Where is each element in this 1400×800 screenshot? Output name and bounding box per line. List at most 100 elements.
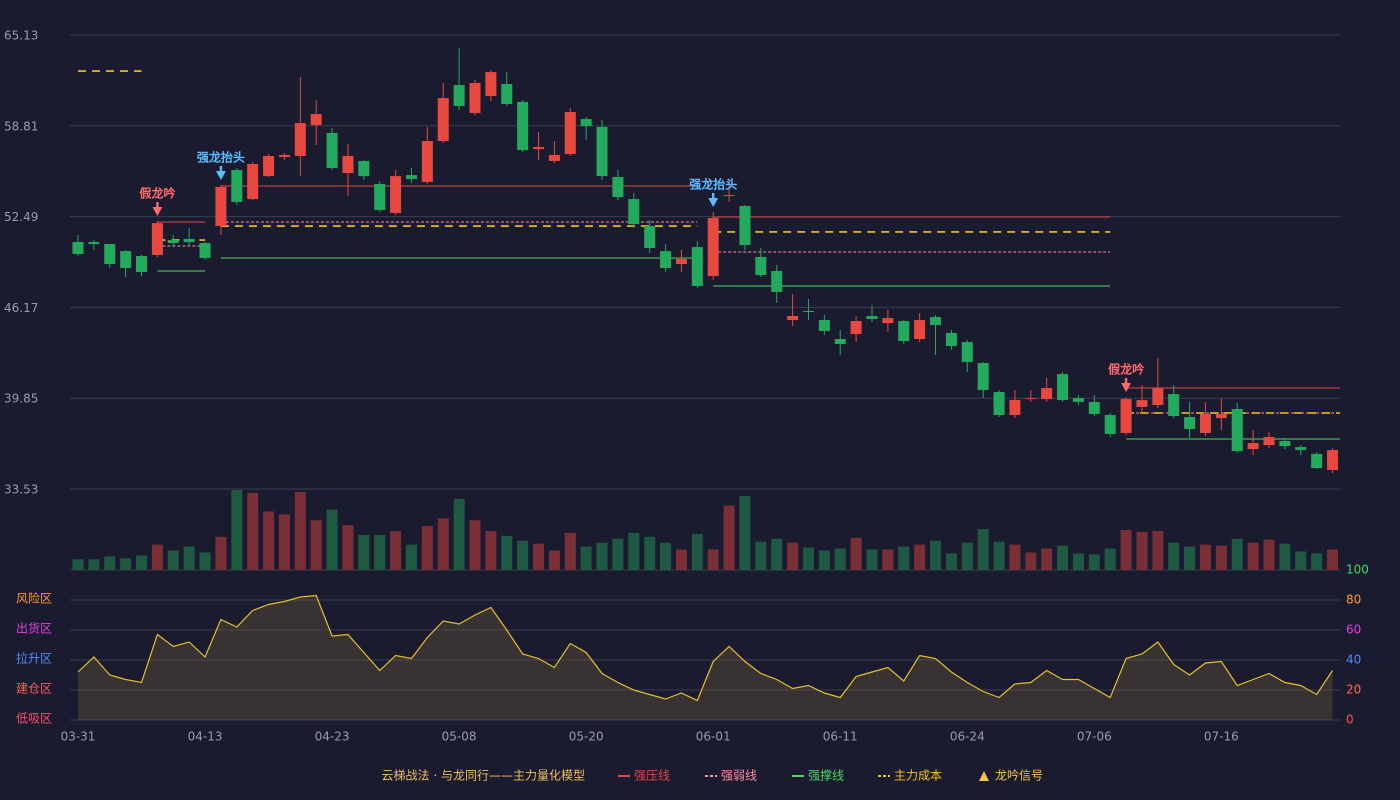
- volume-bar: [358, 534, 370, 570]
- zone-label: 建仓区: [16, 682, 52, 696]
- candle-body: [1057, 374, 1069, 401]
- volume-bar: [1311, 553, 1323, 570]
- x-tick-label: 06-24: [950, 730, 985, 744]
- volume-bar: [818, 550, 830, 570]
- volume-bar: [977, 529, 989, 570]
- legend-label: 强撑线: [808, 768, 844, 783]
- volume-bar: [1072, 553, 1084, 570]
- signal-arrow: [215, 165, 226, 180]
- signal-label: 假龙吟: [1108, 362, 1144, 377]
- signal-arrow: [152, 202, 163, 217]
- volume-bar: [1263, 539, 1275, 570]
- candle-body: [612, 176, 624, 198]
- volume-bar: [421, 526, 433, 570]
- candle-body: [1041, 387, 1053, 400]
- volume-bar: [1136, 531, 1148, 570]
- x-tick-label: 06-11: [823, 730, 858, 744]
- volume-bar: [1168, 542, 1180, 570]
- volume-bar: [945, 553, 957, 570]
- y-tick-label: 65.13: [4, 29, 38, 43]
- y-tick-label: 33.53: [4, 483, 38, 497]
- candle-body: [691, 247, 703, 286]
- volume-bar: [437, 518, 449, 570]
- y-tick-label: 58.81: [4, 119, 38, 133]
- candle-body: [183, 239, 195, 243]
- candle-body: [1295, 447, 1307, 451]
- candle-body: [405, 175, 417, 179]
- candle-body: [660, 251, 672, 269]
- candle-body: [342, 155, 354, 174]
- volume-bar: [310, 520, 322, 570]
- volume-bar: [1104, 548, 1116, 570]
- candle-body: [215, 187, 227, 227]
- volume-bar: [596, 542, 608, 570]
- candle-body: [104, 244, 116, 265]
- candle-body: [1231, 408, 1243, 452]
- volume-bar: [707, 549, 719, 570]
- volume-bar: [1088, 554, 1100, 570]
- candle-body: [1199, 414, 1211, 433]
- candle-body: [1247, 443, 1259, 450]
- legend-label: 主力成本: [894, 769, 942, 783]
- candle-body: [787, 316, 799, 321]
- x-tick-label: 03-31: [61, 730, 96, 744]
- volume-bar: [1120, 530, 1132, 570]
- volume-bar: [517, 540, 529, 570]
- volume-bar: [834, 548, 846, 570]
- volume-bar: [342, 525, 354, 570]
- volume-bar: [771, 538, 783, 570]
- candle-body: [263, 155, 275, 177]
- volume-bar: [1152, 530, 1164, 570]
- volume-bar: [1215, 545, 1227, 570]
- signal-arrow: [1121, 378, 1132, 393]
- volume-bar: [453, 498, 465, 570]
- candle-body: [961, 342, 973, 362]
- signal-label: 强龙抬头: [197, 149, 245, 164]
- volume-bar: [247, 492, 259, 570]
- volume-bar: [533, 543, 545, 570]
- volume-bar: [501, 535, 513, 570]
- volume-bar: [691, 533, 703, 570]
- candle-body: [723, 195, 735, 197]
- candle-body: [866, 316, 878, 320]
- candle-body: [199, 243, 211, 258]
- candle-body: [993, 392, 1005, 416]
- volume-bar: [898, 546, 910, 570]
- candle-body: [485, 72, 497, 97]
- legend-swatch: [979, 771, 989, 781]
- signal-arrow: [708, 193, 719, 208]
- volume-bar: [739, 495, 751, 570]
- candle-body: [1279, 441, 1291, 447]
- candle-body: [945, 332, 957, 347]
- x-tick-label: 07-16: [1204, 730, 1239, 744]
- volume-bar: [215, 536, 227, 570]
- volume-bar: [548, 550, 560, 570]
- volume-bar: [1279, 543, 1291, 570]
- y2-tick-label: 80: [1346, 593, 1361, 607]
- candle-body: [358, 160, 370, 177]
- candle-body: [834, 339, 846, 345]
- volume-bar: [1041, 548, 1053, 570]
- volume-bar: [866, 549, 878, 570]
- candle-body: [120, 251, 132, 269]
- volume-bar: [1327, 549, 1339, 570]
- volume-bar: [469, 520, 481, 570]
- candle-body: [278, 154, 290, 157]
- volume-bar: [136, 555, 148, 570]
- candle-body: [818, 320, 830, 331]
- volume-bar: [644, 536, 656, 570]
- candle-body: [151, 223, 163, 255]
- x-tick-label: 04-23: [315, 730, 350, 744]
- candle-body: [421, 141, 433, 182]
- candle-body: [1311, 453, 1323, 469]
- candle-body: [771, 271, 783, 293]
- zone-label: 低吸区: [16, 712, 52, 726]
- candle-body: [517, 101, 529, 151]
- y-tick-label: 46.17: [4, 301, 38, 315]
- candle-body: [1184, 417, 1196, 429]
- volume-bar: [580, 546, 592, 570]
- candle-body: [437, 98, 449, 142]
- candle-body: [1215, 414, 1227, 419]
